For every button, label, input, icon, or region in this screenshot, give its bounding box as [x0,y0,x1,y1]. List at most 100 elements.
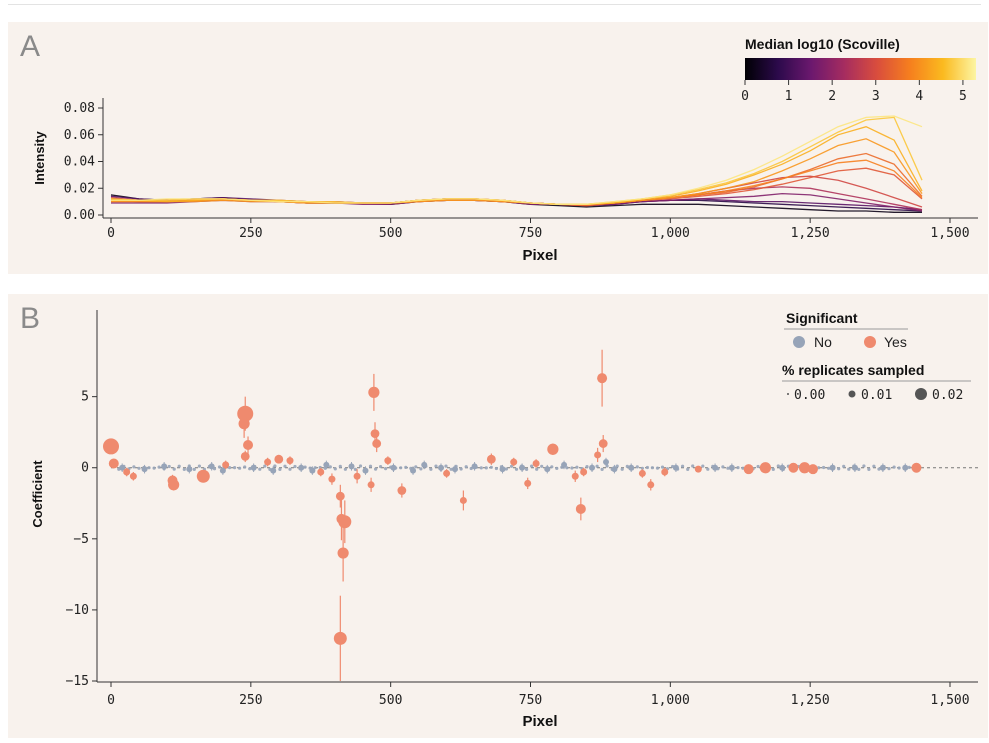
spectrum-line-10 [111,126,923,205]
nonsignificant-dot [273,464,277,468]
nonsignificant-dot [293,464,297,469]
spectrum-line-11 [110,116,923,205]
significant-point [638,469,646,477]
nonsignificant-dot [379,465,383,469]
significant-point [647,481,655,489]
y-axis-label-b: Coefficient [30,460,45,528]
significant-point [338,515,352,529]
nonsignificant-dot [172,467,176,471]
nonsignificant-dot [278,467,282,471]
significant-point [108,458,119,469]
nonsignificant-dot [479,466,483,470]
nonsignificant-dot [514,467,519,471]
nonsignificant-point [589,464,596,471]
significant-point [807,464,818,475]
nonsignificant-point [298,464,305,471]
nonsignificant-point [348,463,355,470]
nonsignificant-dot [550,465,554,469]
nonsignificant-dot [847,467,851,471]
significant-point [238,418,250,430]
nonsignificant-dot [197,464,201,468]
x-tick-label: 500 [379,226,402,241]
nonsignificant-point [421,461,428,468]
legend-size-1-label: 0.01 [861,388,892,403]
significant-point [694,465,702,473]
nonsignificant-dot [625,464,629,468]
nonsignificant-point [902,464,909,471]
nonsignificant-dot [771,467,775,471]
nonsignificant-dot [736,466,740,470]
nonsignificant-dot [721,465,725,469]
x-tick-label: 0 [107,226,115,241]
nonsignificant-dot [484,466,488,470]
nonsignificant-dot [182,467,186,471]
nonsignificant-point [712,464,719,471]
nonsignificant-dot [615,464,619,468]
significant-point [353,472,361,480]
nonsignificant-point [438,464,445,471]
nonsignificant-dot [434,464,438,468]
nonsignificant-dot [248,467,252,471]
intensity-line-chart: A 0 250 500 750 1,000 1,250 1,5000.000.020.040… [20,30,978,264]
nonsignificant-dot [449,467,453,471]
nonsignificant-dot [504,467,508,471]
nonsignificant-dot [655,466,660,470]
nonsignificant-point [362,467,369,474]
y-axis-label: Intensity [32,131,47,185]
x-axis-label: Pixel [522,247,557,264]
significant-point [367,481,375,489]
significant-point [743,464,754,475]
significant-point [911,462,922,473]
y-tick-label: 0.06 [64,128,95,143]
significant-point [443,469,451,477]
nonsignificant-dot [338,464,342,468]
significant-point [123,468,131,476]
nonsignificant-dot [459,467,463,471]
significant-point [580,468,588,476]
legend-size-0-swatch [787,393,789,395]
significant-point [547,443,559,455]
nonsignificant-dot [152,466,156,470]
nonsignificant-dot [897,466,901,470]
nonsignificant-dot [157,465,161,469]
nonsignificant-point [499,466,506,473]
nonsignificant-dot [429,467,433,471]
x-tick-label: 1,000 [651,226,690,241]
nonsignificant-dot [595,464,599,468]
legend-no-swatch [793,336,805,348]
significant-point [286,457,294,465]
colorbar-legend: Median log10 (Scoville) 0 1 2 3 4 5 [741,36,976,104]
colorbar-gradient [745,58,976,80]
nonsignificant-dot [489,465,493,469]
nonsignificant-dot [706,467,710,471]
nonsignificant-dot [635,465,639,469]
nonsignificant-dot [681,464,685,468]
nonsignificant-dot [555,466,559,470]
nonsignificant-dot [686,467,690,471]
significant-point [196,469,210,483]
y-tick-label-b: −15 [66,674,89,689]
nonsignificant-dot [892,465,896,469]
nonsignificant-dot [147,466,151,470]
nonsignificant-point [603,459,610,466]
nonsignificant-dot [353,467,357,471]
nonsignificant-point [519,464,526,471]
colorbar-tick-label: 2 [828,89,836,104]
nonsignificant-dot [530,464,534,468]
significant-point [571,472,579,480]
nonsignificant-point [672,464,679,471]
coefficient-points [103,349,922,681]
legend-significant-title: Significant [786,310,858,326]
nonsignificant-point [219,467,226,474]
nonsignificant-point [141,466,148,473]
nonsignificant-dot [650,466,655,470]
nonsignificant-dot [691,464,695,468]
spectrum-line-12 [111,115,923,205]
significant-point [333,631,347,645]
significant-point [759,462,772,474]
significance-legend: Significant No Yes % replicates sampled … [782,310,971,403]
colorbar-tick-label: 0 [741,89,749,104]
nonsignificant-point [309,467,316,474]
significant-point [532,459,540,467]
nonsignificant-point [390,464,397,471]
